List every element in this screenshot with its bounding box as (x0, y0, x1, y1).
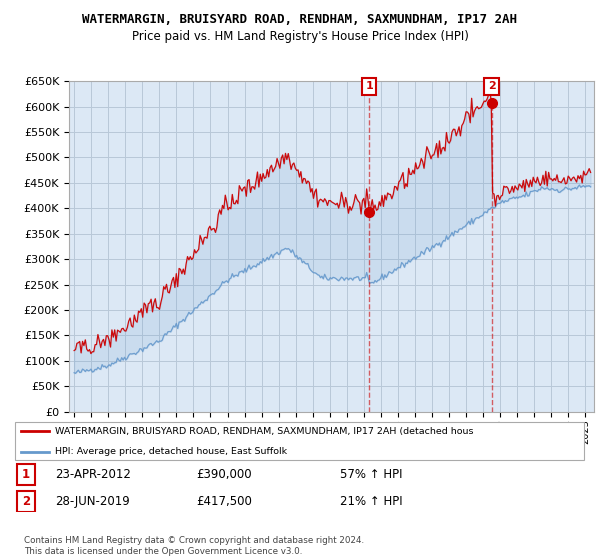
Text: 2: 2 (22, 495, 30, 508)
Text: 1: 1 (365, 81, 373, 91)
FancyBboxPatch shape (15, 422, 584, 460)
Text: £390,000: £390,000 (196, 468, 252, 481)
Text: Contains HM Land Registry data © Crown copyright and database right 2024.
This d: Contains HM Land Registry data © Crown c… (24, 536, 364, 556)
Text: WATERMARGIN, BRUISYARD ROAD, RENDHAM, SAXMUNDHAM, IP17 2AH: WATERMARGIN, BRUISYARD ROAD, RENDHAM, SA… (83, 13, 517, 26)
Text: £417,500: £417,500 (196, 495, 252, 508)
FancyBboxPatch shape (17, 464, 35, 485)
Text: 2: 2 (488, 81, 496, 91)
Text: 23-APR-2012: 23-APR-2012 (55, 468, 131, 481)
Text: Price paid vs. HM Land Registry's House Price Index (HPI): Price paid vs. HM Land Registry's House … (131, 30, 469, 43)
Text: 57% ↑ HPI: 57% ↑ HPI (340, 468, 403, 481)
Text: 21% ↑ HPI: 21% ↑ HPI (340, 495, 403, 508)
Text: WATERMARGIN, BRUISYARD ROAD, RENDHAM, SAXMUNDHAM, IP17 2AH (detached hous: WATERMARGIN, BRUISYARD ROAD, RENDHAM, SA… (55, 427, 474, 436)
Text: 28-JUN-2019: 28-JUN-2019 (55, 495, 130, 508)
Text: 1: 1 (22, 468, 30, 481)
Text: HPI: Average price, detached house, East Suffolk: HPI: Average price, detached house, East… (55, 447, 287, 456)
FancyBboxPatch shape (17, 491, 35, 512)
